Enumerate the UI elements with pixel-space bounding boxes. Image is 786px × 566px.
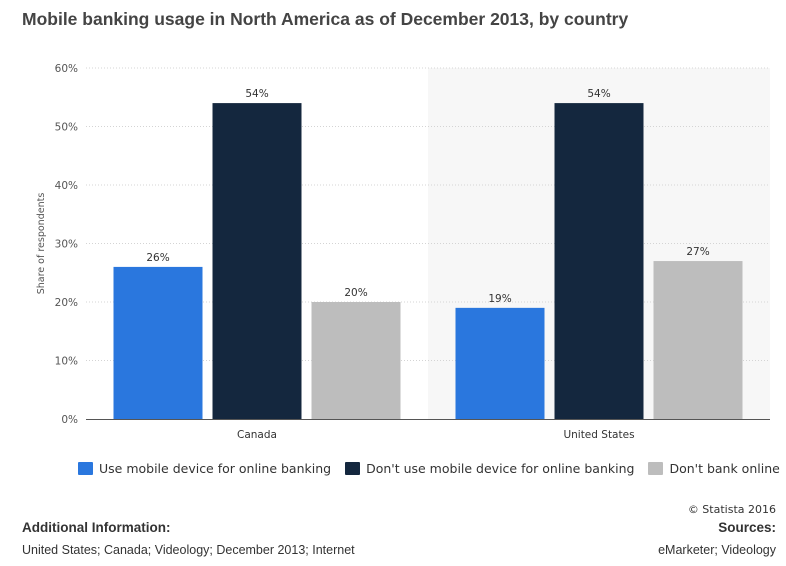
bar-data-label: 54%	[587, 88, 610, 100]
chart-legend: Use mobile device for online banking Don…	[78, 459, 786, 477]
x-tick-label: United States	[563, 429, 634, 441]
y-axis-title: Share of respondents	[36, 193, 47, 295]
bar-data-label: 54%	[245, 88, 268, 100]
chart-title: Mobile banking usage in North America as…	[22, 9, 629, 29]
sources-text[interactable]: eMarketer; Videology	[658, 543, 776, 557]
legend-item-mobile-banking[interactable]: Use mobile device for online banking	[78, 461, 331, 476]
bar-data-label: 20%	[344, 287, 367, 299]
bar	[653, 261, 743, 419]
bar	[554, 103, 644, 419]
legend-label-no-online-banking: Don't bank online	[669, 460, 780, 476]
legend-label-mobile-banking: Use mobile device for online banking	[99, 460, 332, 476]
additional-info-heading: Additional Information:	[22, 520, 171, 535]
y-tick-label: 0%	[61, 414, 78, 426]
bar	[212, 103, 302, 419]
legend-swatch-no-online-banking	[648, 461, 664, 475]
additional-info-text: United States; Canada; Videology; Decemb…	[22, 543, 355, 557]
y-tick-label: 10%	[55, 356, 78, 368]
bar	[455, 307, 545, 419]
legend-label-no-mobile-banking: Don't use mobile device for online banki…	[366, 460, 635, 476]
legend-swatch-no-mobile-banking	[345, 461, 361, 475]
bar	[311, 302, 401, 419]
bar-chart: 0% 10% 20% 30% 40% 50% 60% Share of respondents…	[36, 63, 770, 441]
y-tick-label: 40%	[55, 180, 78, 192]
copyright-text[interactable]: © Statista 2016	[687, 503, 776, 516]
x-tick-label: Canada	[237, 429, 277, 441]
legend-swatch-mobile-banking	[78, 461, 93, 475]
legend-item-no-mobile-banking[interactable]: Don't use mobile device for online banki…	[345, 461, 634, 476]
y-tick-label: 20%	[55, 297, 78, 309]
sources-heading: Sources:	[718, 520, 776, 535]
bar-data-label: 27%	[686, 246, 709, 258]
bar-data-label: 26%	[146, 252, 169, 264]
bar	[113, 266, 203, 419]
y-tick-label: 60%	[55, 63, 78, 75]
y-tick-label: 50%	[55, 122, 78, 134]
y-tick-label: 30%	[55, 239, 78, 251]
legend-item-no-online-banking[interactable]: Don't bank online	[648, 460, 780, 476]
bar-data-label: 19%	[488, 293, 511, 305]
